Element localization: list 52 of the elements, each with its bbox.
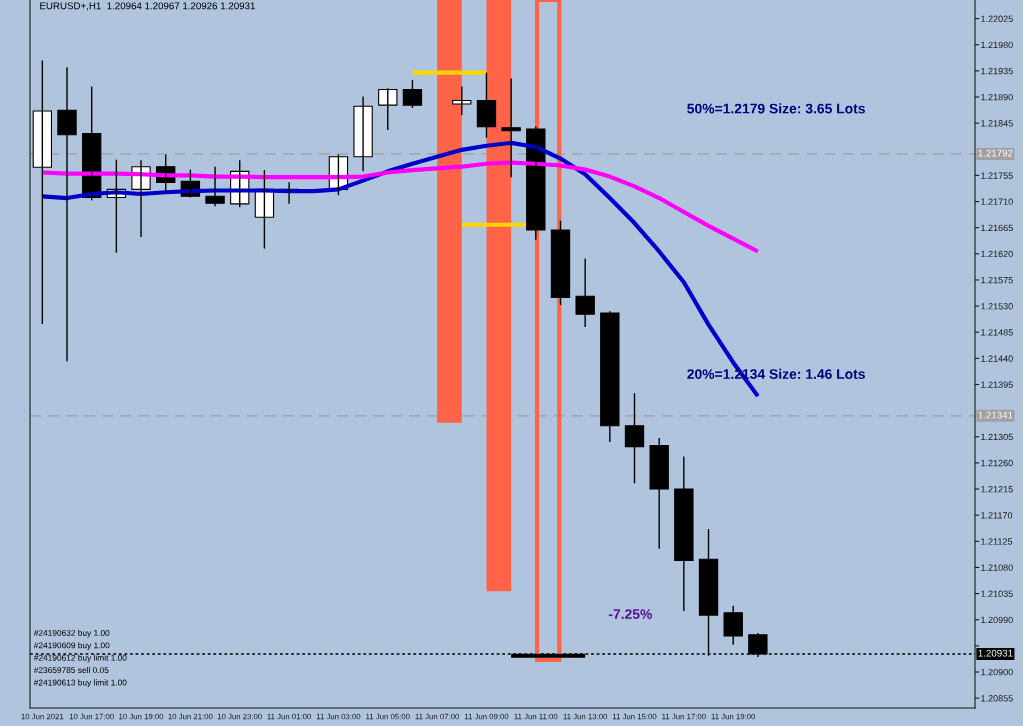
annotation: 50%=1.2179 Size: 3.65 Lots [687,103,865,114]
y-tick-label: 1.21710 [981,198,1013,205]
candlestick [600,310,620,443]
y-tick-label: 1.21845 [981,120,1013,127]
y-tick-label: 1.21485 [981,329,1013,336]
y-tick-label: 1.21530 [981,303,1013,310]
annotation: #24190612 buy limit 1.00 [33,654,127,663]
y-tick-label: 1.21620 [981,250,1013,258]
ref-line-label: 1.20931 [978,649,1013,657]
candlestick [674,455,694,612]
y-tick-label: 1.21935 [981,67,1013,75]
candlestick [723,605,743,646]
y-tick-label: 1.21575 [981,276,1013,284]
y-tick-label: 1.21170 [981,512,1013,519]
y-tick-label: 1.21395 [981,381,1013,388]
annotation: #23659785 sell 0.05 [33,666,109,674]
candlestick [205,165,225,207]
candlestick [353,95,373,173]
y-tick-label: 1.22025 [981,15,1013,22]
y-tick-label: 1.21125 [981,538,1013,545]
annotation: #24190609 buy 1.00 [33,642,110,650]
y-tick-label: 1.20855 [981,695,1013,702]
y-tick-label: 1.21890 [981,93,1013,101]
annotation: -7.25% [608,609,652,619]
y-tick-label: 1.21440 [981,355,1013,362]
y-tick-label: 1.21260 [981,459,1013,467]
y-tick-label: 1.20990 [981,616,1013,624]
y-tick-label: 1.21305 [981,433,1013,441]
y-tick-label: 1.21980 [981,41,1013,49]
candlestick [402,79,423,109]
y-tick-label: 1.20900 [981,668,1013,676]
y-tick-label: 1.21080 [981,564,1013,571]
candlestick [32,59,53,325]
ref-line-label: 1.21792 [978,149,1013,157]
candlestick [501,77,521,178]
ref-line-label: 1.21341 [978,411,1013,419]
candlestick [452,85,472,116]
y-tick-label: 1.21665 [981,224,1013,232]
candlestick [378,87,398,131]
candlestick [57,66,77,362]
candlestick [550,220,571,306]
line-series [40,160,760,254]
y-tick-label: 1.21035 [981,590,1013,597]
candlestick [624,392,645,484]
y-tick-label: 1.21755 [981,172,1013,179]
annotation: #24190632 buy 1.00 [33,629,110,638]
candlestick [649,437,669,550]
annotation: #24190613 buy limit 1.00 [33,679,127,688]
chart-title: EURUSD+,H1 1.20964 1.20967 1.20926 1.20931 [40,2,255,11]
candlestick [476,71,497,139]
candlestick [575,257,595,328]
y-tick-label: 1.21215 [981,486,1013,493]
